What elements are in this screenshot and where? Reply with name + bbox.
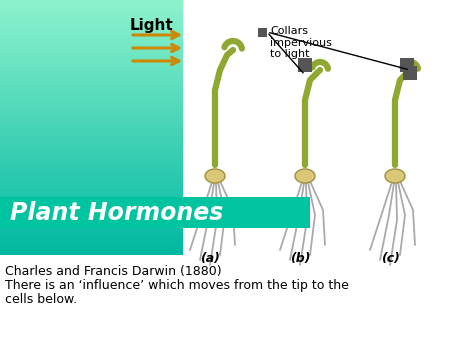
Bar — [0, 76, 183, 82]
Bar — [0, 38, 183, 44]
Bar — [0, 111, 183, 116]
Text: (a): (a) — [200, 252, 220, 265]
Bar — [0, 119, 183, 124]
Bar — [0, 81, 183, 86]
Ellipse shape — [385, 169, 405, 183]
Bar — [0, 162, 183, 167]
Bar — [0, 123, 183, 128]
Bar — [0, 170, 183, 175]
Bar — [0, 153, 183, 158]
Bar — [0, 98, 183, 103]
Text: There is an ‘influence’ which moves from the tip to the: There is an ‘influence’ which moves from… — [5, 279, 349, 292]
Bar — [0, 47, 183, 52]
Bar — [0, 140, 183, 145]
Bar — [0, 217, 183, 222]
Text: Collars
impervious
to light: Collars impervious to light — [270, 26, 332, 59]
Bar — [0, 106, 183, 112]
Bar — [0, 0, 183, 5]
Bar — [0, 225, 183, 231]
Bar — [0, 25, 183, 31]
Bar — [0, 230, 183, 235]
Ellipse shape — [205, 169, 225, 183]
Text: Plant Hormones: Plant Hormones — [10, 200, 223, 224]
Bar — [0, 85, 183, 90]
Bar — [0, 238, 183, 243]
Bar — [0, 221, 183, 226]
Bar — [0, 89, 183, 95]
Bar — [0, 251, 183, 256]
Bar — [0, 102, 183, 107]
Bar — [0, 21, 183, 26]
Text: (c): (c) — [381, 252, 400, 265]
Bar — [298, 58, 312, 72]
Text: Light: Light — [130, 18, 174, 33]
Bar — [0, 149, 183, 154]
Bar — [0, 51, 183, 56]
Bar — [0, 34, 183, 39]
Bar — [403, 66, 417, 80]
Bar — [183, 0, 450, 338]
Bar — [0, 234, 183, 239]
Bar — [0, 59, 183, 65]
Bar — [0, 68, 183, 73]
Bar — [400, 58, 414, 72]
Bar — [0, 187, 183, 192]
Bar — [0, 136, 183, 141]
Bar — [0, 94, 183, 99]
Bar — [0, 115, 183, 120]
Bar — [0, 145, 183, 150]
Bar — [0, 174, 183, 179]
Ellipse shape — [295, 169, 315, 183]
Bar — [0, 55, 183, 61]
Bar — [0, 166, 183, 171]
Bar — [0, 17, 183, 22]
Bar — [0, 4, 183, 9]
Bar — [0, 13, 183, 18]
Bar — [0, 246, 183, 252]
Bar — [0, 183, 183, 188]
Bar — [0, 208, 183, 214]
Bar — [0, 213, 183, 218]
Bar — [0, 178, 183, 184]
Text: (b): (b) — [290, 252, 310, 265]
Bar — [0, 127, 183, 133]
Bar — [0, 157, 183, 163]
Bar — [0, 242, 183, 247]
Bar — [0, 64, 183, 69]
Bar — [0, 191, 183, 196]
Bar — [0, 30, 183, 35]
Bar — [0, 204, 183, 209]
Text: cells below.: cells below. — [5, 293, 77, 306]
Text: Charles and Francis Darwin (1880): Charles and Francis Darwin (1880) — [5, 265, 221, 278]
Bar — [258, 28, 267, 37]
Bar — [0, 197, 310, 228]
Bar — [0, 72, 183, 77]
Bar — [0, 255, 183, 338]
Bar — [0, 195, 183, 201]
Bar — [0, 43, 183, 48]
Bar — [0, 132, 183, 137]
Bar — [0, 200, 183, 205]
Bar — [0, 8, 183, 14]
